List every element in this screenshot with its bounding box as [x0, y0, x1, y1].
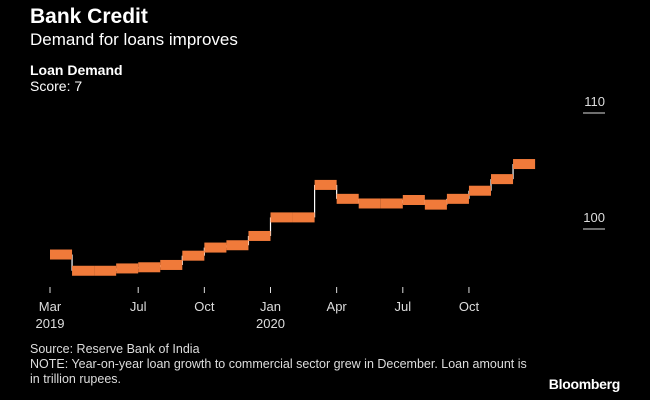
data-step-2020-12 [513, 159, 536, 170]
data-step-2019-07 [138, 262, 161, 273]
y-tick-label: 100 [583, 210, 605, 225]
x-tick-label: Jan [260, 299, 281, 314]
note-text: NOTE: Year-on-year loan growth to commer… [30, 357, 527, 386]
data-step-2019-10 [204, 242, 227, 253]
x-tick-label: Oct [194, 299, 215, 314]
data-step-2020-02 [292, 212, 315, 223]
data-step-2020-01 [270, 212, 293, 223]
data-step-2019-03 [50, 249, 73, 260]
data-step-2020-10 [468, 185, 491, 196]
x-tick-label: Mar [39, 299, 62, 314]
series-title: Loan Demand [30, 62, 123, 78]
data-step-2019-11 [226, 240, 249, 251]
chart-title: Bank Credit [30, 5, 148, 28]
x-tick-year: 2020 [256, 316, 285, 331]
x-tick-label: Jul [130, 299, 147, 314]
data-step-2020-07 [402, 195, 425, 205]
footer-notes: Source: Reserve Bank of India NOTE: Year… [30, 342, 530, 387]
data-step-2020-03 [314, 179, 337, 190]
data-step-2019-09 [182, 250, 205, 261]
data-step-2019-06 [116, 263, 139, 274]
data-step-2020-05 [358, 198, 381, 209]
data-step-2020-04 [336, 193, 359, 204]
data-step-2019-05 [94, 265, 117, 276]
data-step-2019-08 [160, 259, 183, 270]
data-step-2020-08 [424, 199, 447, 210]
data-step-2020-11 [491, 174, 514, 185]
data-step-2019-04 [72, 265, 95, 276]
x-tick-label: Apr [327, 299, 348, 314]
x-tick-label: Jul [394, 299, 411, 314]
x-tick-label: Oct [459, 299, 480, 314]
bloomberg-logo: Bloomberg [548, 376, 621, 392]
x-tick-year: 2019 [36, 316, 65, 331]
data-step-2020-09 [446, 193, 469, 204]
y-tick-label: 110 [584, 94, 605, 109]
data-step-2019-12 [248, 230, 271, 241]
chart-subtitle: Demand for loans improves [30, 30, 238, 49]
data-step-2020-06 [380, 198, 403, 209]
series-score: Score: 7 [30, 78, 83, 94]
source-text: Source: Reserve Bank of India [30, 342, 200, 356]
